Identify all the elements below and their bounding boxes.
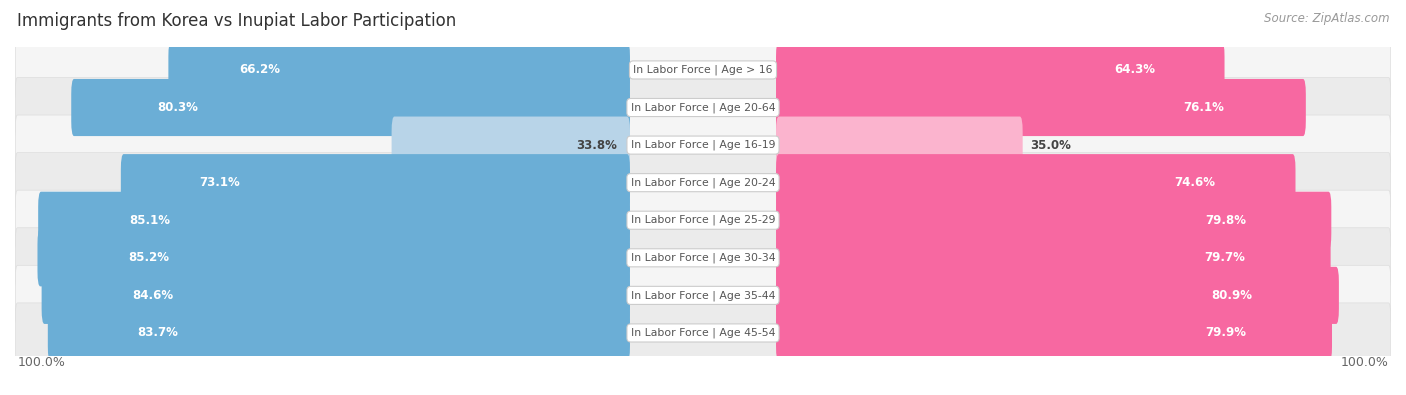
Text: 100.0%: 100.0% — [1340, 356, 1389, 369]
Text: In Labor Force | Age 35-44: In Labor Force | Age 35-44 — [631, 290, 775, 301]
Text: In Labor Force | Age 25-29: In Labor Force | Age 25-29 — [631, 215, 775, 226]
Text: 85.2%: 85.2% — [128, 251, 169, 264]
FancyBboxPatch shape — [776, 267, 1339, 324]
FancyBboxPatch shape — [392, 117, 630, 174]
FancyBboxPatch shape — [15, 190, 1391, 250]
Text: 85.1%: 85.1% — [129, 214, 170, 227]
Text: In Labor Force | Age > 16: In Labor Force | Age > 16 — [633, 65, 773, 75]
FancyBboxPatch shape — [48, 305, 630, 361]
Text: In Labor Force | Age 20-64: In Labor Force | Age 20-64 — [631, 102, 775, 113]
Text: 76.1%: 76.1% — [1184, 101, 1225, 114]
Text: 33.8%: 33.8% — [576, 139, 617, 152]
Text: In Labor Force | Age 45-54: In Labor Force | Age 45-54 — [631, 328, 775, 338]
FancyBboxPatch shape — [15, 40, 1391, 100]
Text: In Labor Force | Age 16-19: In Labor Force | Age 16-19 — [631, 140, 775, 150]
Text: Immigrants from Korea vs Inupiat Labor Participation: Immigrants from Korea vs Inupiat Labor P… — [17, 12, 456, 30]
FancyBboxPatch shape — [776, 229, 1330, 286]
FancyBboxPatch shape — [72, 79, 630, 136]
FancyBboxPatch shape — [169, 41, 630, 98]
Text: Source: ZipAtlas.com: Source: ZipAtlas.com — [1264, 12, 1389, 25]
Text: 80.3%: 80.3% — [157, 101, 198, 114]
FancyBboxPatch shape — [776, 117, 1022, 174]
Text: 79.7%: 79.7% — [1205, 251, 1246, 264]
Text: 79.9%: 79.9% — [1206, 326, 1247, 339]
Text: 66.2%: 66.2% — [239, 64, 281, 77]
FancyBboxPatch shape — [15, 77, 1391, 137]
FancyBboxPatch shape — [42, 267, 630, 324]
Text: 100.0%: 100.0% — [17, 356, 66, 369]
FancyBboxPatch shape — [776, 41, 1225, 98]
FancyBboxPatch shape — [776, 192, 1331, 249]
FancyBboxPatch shape — [15, 152, 1391, 213]
Text: 84.6%: 84.6% — [132, 289, 173, 302]
FancyBboxPatch shape — [121, 154, 630, 211]
Text: 83.7%: 83.7% — [136, 326, 179, 339]
FancyBboxPatch shape — [776, 154, 1295, 211]
Text: In Labor Force | Age 30-34: In Labor Force | Age 30-34 — [631, 252, 775, 263]
Text: 79.8%: 79.8% — [1205, 214, 1246, 227]
FancyBboxPatch shape — [15, 115, 1391, 175]
Text: 80.9%: 80.9% — [1212, 289, 1253, 302]
FancyBboxPatch shape — [15, 228, 1391, 288]
FancyBboxPatch shape — [38, 192, 630, 249]
FancyBboxPatch shape — [776, 79, 1306, 136]
FancyBboxPatch shape — [15, 303, 1391, 363]
FancyBboxPatch shape — [38, 229, 630, 286]
Text: 64.3%: 64.3% — [1115, 64, 1156, 77]
Text: 35.0%: 35.0% — [1031, 139, 1071, 152]
FancyBboxPatch shape — [15, 265, 1391, 325]
FancyBboxPatch shape — [776, 305, 1331, 361]
Text: 74.6%: 74.6% — [1174, 176, 1216, 189]
Text: In Labor Force | Age 20-24: In Labor Force | Age 20-24 — [631, 177, 775, 188]
Text: 73.1%: 73.1% — [200, 176, 240, 189]
